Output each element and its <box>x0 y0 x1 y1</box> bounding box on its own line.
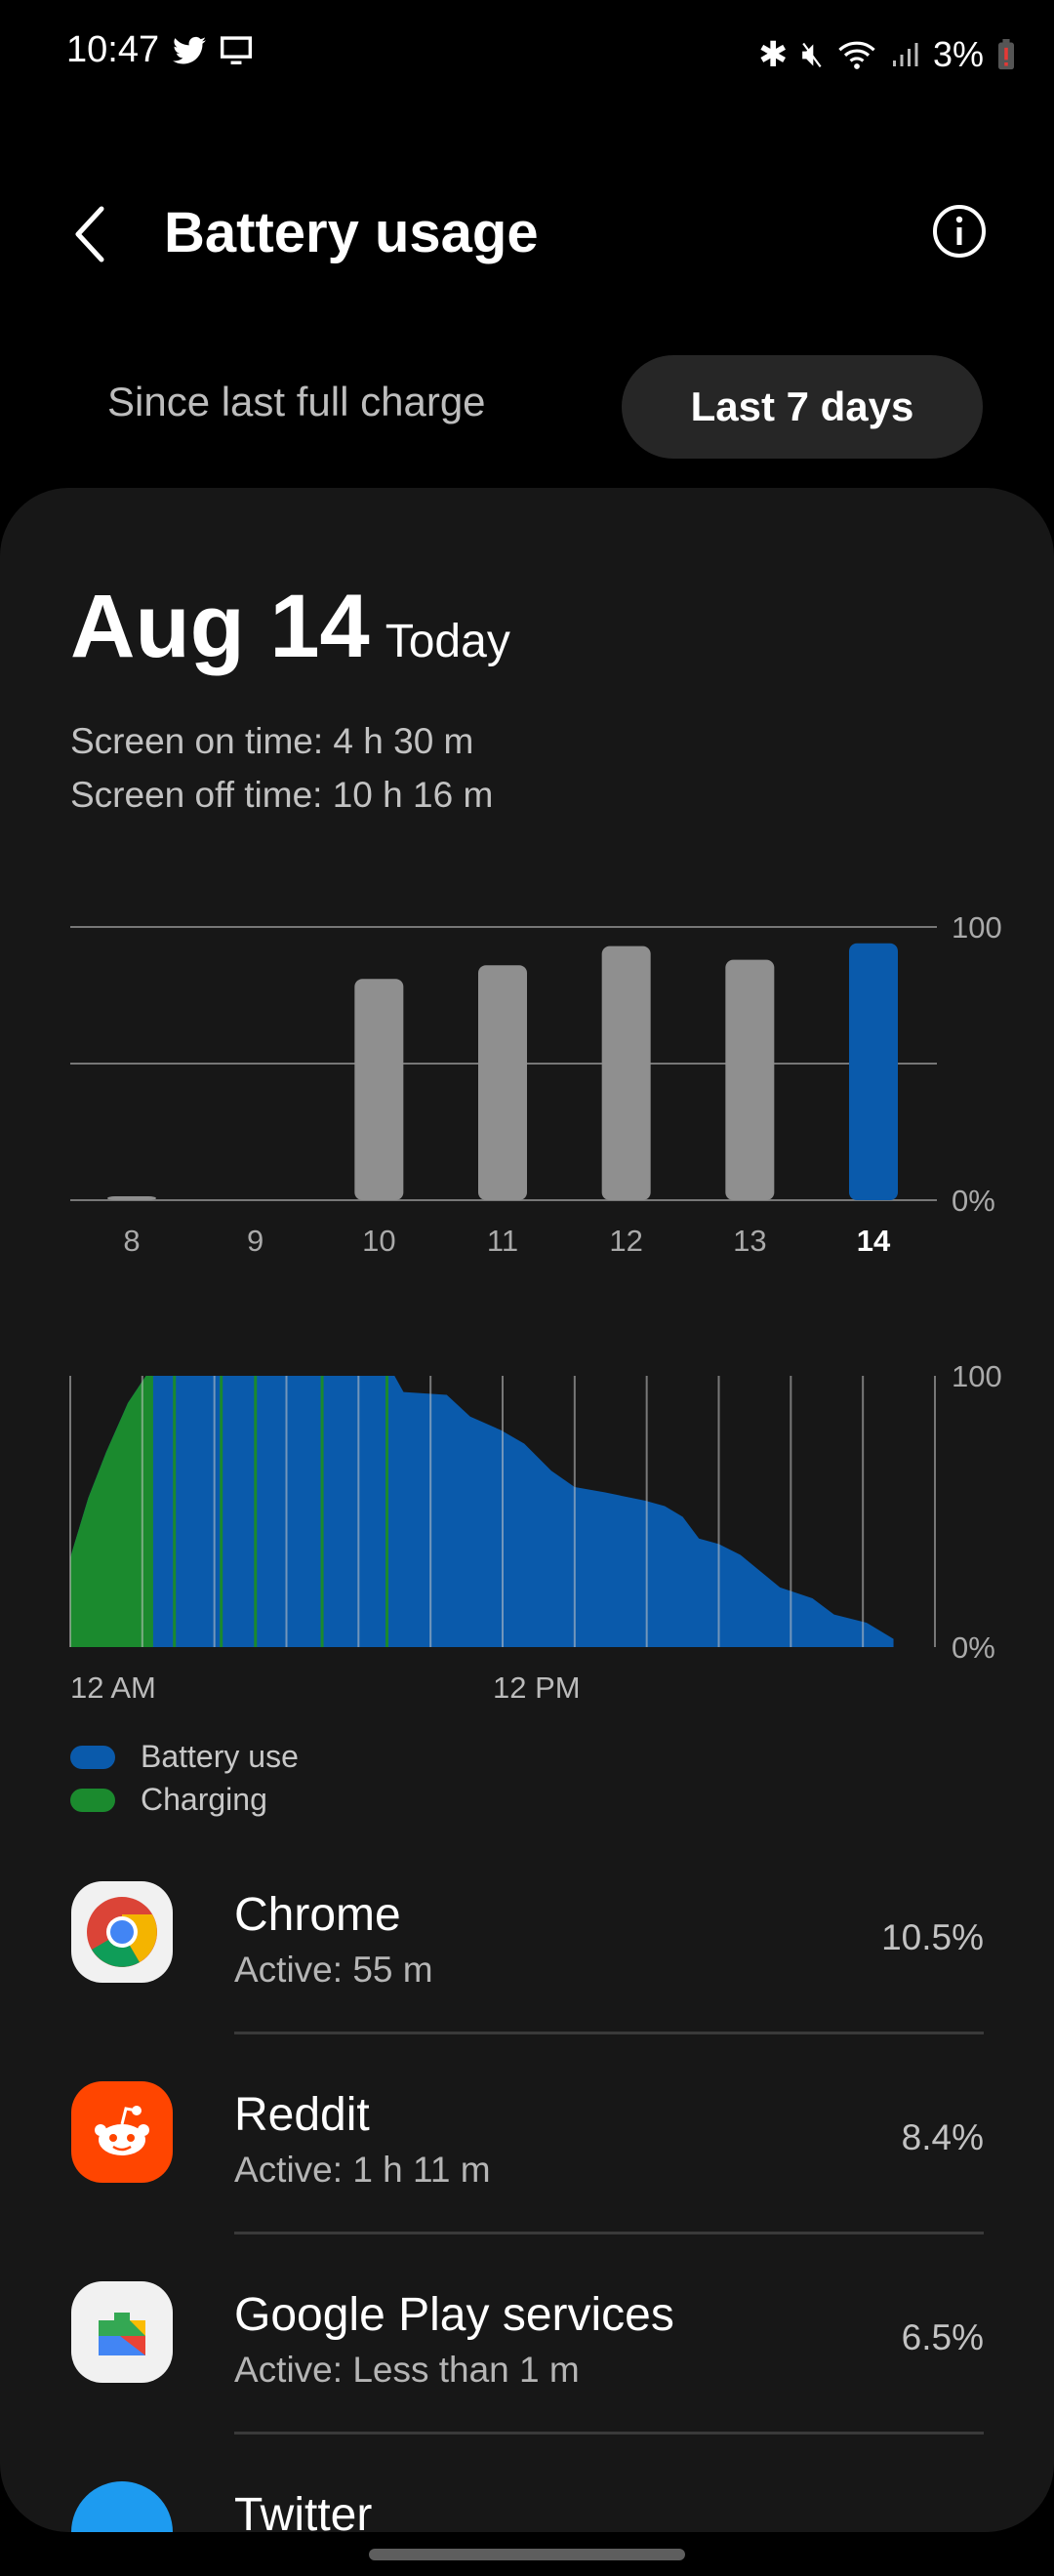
app-name: Twitter <box>234 2489 373 2532</box>
x-tick-label: 9 <box>247 1224 264 1258</box>
charging-segment <box>70 1376 153 1647</box>
x-tick-label: 11 <box>487 1224 518 1258</box>
app-active-time: Active: 1 h 11 m <box>234 2150 491 2190</box>
screen-off-time: Screen off time: 10 h 16 m <box>70 775 494 815</box>
chrome-icon <box>71 1881 173 1983</box>
charging-segment <box>173 1376 177 1647</box>
divider <box>234 2432 984 2435</box>
bar-10 <box>354 979 404 1200</box>
wifi-icon <box>838 41 875 69</box>
screen-times: Screen on time: 4 h 30 m Screen off time… <box>70 714 493 822</box>
app-active-time: Active: Less than 1 m <box>234 2350 580 2390</box>
x-tick-label: 10 <box>362 1224 395 1258</box>
app-name: Reddit <box>234 2089 370 2141</box>
bar-8 <box>107 1196 156 1200</box>
clock: 10:47 <box>66 29 160 70</box>
battery-low-icon <box>998 38 1014 69</box>
battery-percent: 3% <box>932 33 984 74</box>
x-tick-label: 14 <box>857 1224 891 1258</box>
y-tick-label: 100 <box>952 1359 1002 1393</box>
x-tick-label: 13 <box>733 1224 766 1258</box>
tab-last-7-days[interactable]: Last 7 days <box>622 355 983 459</box>
bar-12 <box>601 946 651 1200</box>
tab-since-last-full-charge[interactable]: Since last full charge <box>107 379 486 424</box>
y-tick-label: 0% <box>952 1630 995 1665</box>
x-tick-label: 8 <box>123 1224 140 1258</box>
x-tick-label: 12 AM <box>70 1670 156 1705</box>
battery-use-swatch <box>70 1745 115 1769</box>
app-percent: 8.4% <box>901 2117 984 2157</box>
usage-card: Aug 14 Today Screen on time: 4 h 30 m Sc… <box>0 488 1054 2532</box>
twitter-icon <box>173 36 207 63</box>
bar-14 <box>849 943 898 1200</box>
app-row-google-play-services[interactable]: Google Play services Active: Less than 1… <box>0 2234 1054 2435</box>
app-active-time: Active: 55 m <box>234 1950 433 1990</box>
charging-segment <box>220 1376 223 1647</box>
charging-segment <box>320 1376 324 1647</box>
info-icon[interactable] <box>932 204 987 259</box>
charging-swatch <box>70 1788 115 1812</box>
charging-segment <box>385 1376 389 1647</box>
status-bar-right: ✱ 🔇︎ 3% <box>758 33 1015 75</box>
bluetooth-icon: ✱ <box>758 33 789 74</box>
twitter-icon <box>71 2481 173 2532</box>
app-percent: 6.5% <box>901 2317 984 2357</box>
y-tick-label: 0% <box>952 1184 995 1218</box>
date-label: Aug 14 <box>70 577 370 676</box>
app-row-reddit[interactable]: Reddit Active: 1 h 11 m 8.4% <box>0 2034 1054 2234</box>
app-name: Chrome <box>234 1889 401 1941</box>
divider <box>234 2032 984 2034</box>
back-arrow-icon[interactable] <box>70 205 109 263</box>
legend-label: Battery use <box>141 1739 299 1774</box>
app-row-twitter[interactable]: Twitter <box>0 2435 1054 2532</box>
home-indicator[interactable] <box>369 2549 685 2560</box>
selected-date: Aug 14 Today <box>70 576 510 678</box>
bar-13 <box>725 959 775 1200</box>
page-title: Battery usage <box>164 201 539 264</box>
daily-usage-bar-chart: 100 0% 8 9 10 11 12 13 14 <box>70 910 1002 1258</box>
legend-battery-use: Battery use <box>70 1739 299 1775</box>
legend-charging: Charging <box>70 1782 267 1818</box>
app-percent: 10.5% <box>881 1917 984 1957</box>
y-tick-label: 100 <box>952 910 1002 945</box>
battery-level-chart: 100 0% 12 AM 12 PM <box>69 1359 1002 1705</box>
battery-use-area <box>70 1376 894 1647</box>
screen-cast-icon <box>221 35 253 64</box>
divider <box>234 2232 984 2234</box>
today-label: Today <box>385 616 510 667</box>
play-services-icon <box>71 2281 173 2383</box>
reddit-icon <box>71 2081 173 2183</box>
legend-label: Charging <box>141 1782 267 1817</box>
signal-icon <box>892 42 918 66</box>
app-row-chrome[interactable]: Chrome Active: 55 m 10.5% <box>0 1834 1054 2034</box>
x-tick-label: 12 PM <box>493 1670 581 1705</box>
x-tick-label: 12 <box>609 1224 642 1258</box>
charging-segment <box>254 1376 258 1647</box>
screen-on-time: Screen on time: 4 h 30 m <box>70 721 474 761</box>
bar-11 <box>478 965 527 1200</box>
status-bar-left: 10:47 <box>66 29 253 71</box>
mute-icon: 🔇︎ <box>801 33 824 73</box>
app-name: Google Play services <box>234 2289 674 2341</box>
